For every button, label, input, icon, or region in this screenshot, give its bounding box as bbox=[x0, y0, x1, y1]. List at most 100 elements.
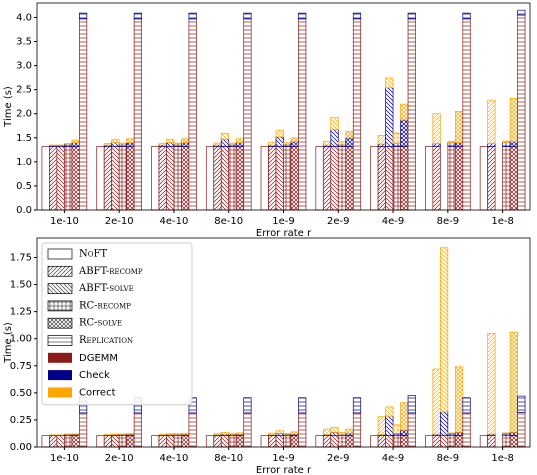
bar-segment bbox=[479, 146, 488, 211]
y-tick-label: 1.75 bbox=[10, 252, 32, 263]
bar-segment bbox=[447, 432, 456, 434]
x-tick-label: 2e-9 bbox=[327, 453, 350, 464]
x-tick-label: 2e-10 bbox=[105, 453, 134, 464]
bar-segment bbox=[275, 435, 284, 448]
bar-segment bbox=[188, 18, 197, 211]
y-tick-label: 3.0 bbox=[16, 61, 32, 72]
bar-segment bbox=[111, 433, 120, 436]
bar-segment bbox=[220, 435, 230, 448]
bar-segment bbox=[454, 142, 464, 147]
bar-segment bbox=[352, 18, 362, 211]
bar-segment bbox=[158, 434, 167, 436]
bar-segment bbox=[103, 435, 113, 448]
bar-segment bbox=[228, 146, 237, 211]
bar-segment bbox=[385, 415, 394, 436]
bar-segment bbox=[502, 435, 511, 448]
x-tick-label: 8e-10 bbox=[214, 216, 243, 227]
plot-frame bbox=[36, 237, 531, 448]
y-tick-label: 0.75 bbox=[10, 361, 32, 372]
bar-segment bbox=[407, 412, 416, 448]
x-tick-label: 1e-8 bbox=[491, 216, 514, 227]
bar-segment bbox=[71, 139, 80, 143]
bar-segment bbox=[118, 142, 128, 145]
bar-segment bbox=[377, 135, 386, 145]
bar-segment bbox=[385, 87, 394, 147]
bar-segment bbox=[111, 146, 120, 211]
bar-segment bbox=[275, 130, 284, 138]
bar-segment bbox=[111, 435, 120, 448]
bar-segment bbox=[290, 146, 299, 211]
bar-segment bbox=[315, 435, 324, 448]
bar-segment bbox=[213, 433, 222, 436]
bar-segment bbox=[462, 12, 471, 20]
y-tick-label: 4.0 bbox=[16, 12, 32, 23]
bar-segment bbox=[79, 18, 88, 211]
legend-frame bbox=[41, 242, 193, 406]
bar-segment bbox=[243, 397, 252, 414]
bar-segment bbox=[181, 435, 190, 448]
bar-segment bbox=[228, 143, 237, 147]
bar-segment bbox=[385, 435, 394, 448]
bar-segment bbox=[385, 406, 394, 417]
x-tick-label: 8e-9 bbox=[437, 453, 460, 464]
bar-segment bbox=[315, 146, 324, 211]
bar-segment bbox=[298, 12, 307, 20]
bar-segment bbox=[228, 435, 237, 448]
x-tick-label: 1e-10 bbox=[50, 453, 79, 464]
bar-segment bbox=[330, 146, 339, 211]
bar-segment bbox=[205, 146, 215, 211]
bar-segment bbox=[502, 142, 511, 147]
bar-segment bbox=[173, 433, 182, 435]
bar-segment bbox=[509, 435, 518, 448]
x-tick-label: 4e-9 bbox=[382, 453, 405, 464]
x-tick-label: 8e-9 bbox=[437, 216, 460, 227]
bar-segment bbox=[462, 18, 471, 211]
legend-swatch bbox=[48, 387, 72, 398]
bar-segment bbox=[454, 432, 464, 436]
plot-frame bbox=[36, 2, 531, 211]
bar-segment bbox=[337, 143, 347, 147]
legend-swatch bbox=[47, 335, 73, 346]
bar-segment bbox=[432, 143, 441, 147]
bar-segment bbox=[133, 12, 142, 20]
bar-segment bbox=[220, 138, 230, 147]
bar-segment bbox=[283, 146, 292, 211]
bar-segment bbox=[126, 142, 135, 147]
bar-segment bbox=[322, 146, 332, 211]
bar-segment bbox=[517, 14, 526, 211]
legend-label: RC-recomp bbox=[79, 300, 131, 311]
bar-segment bbox=[213, 435, 222, 448]
bar-segment bbox=[502, 432, 511, 434]
bar-segment bbox=[290, 141, 299, 147]
bar-segment bbox=[268, 146, 277, 211]
bar-segment bbox=[407, 12, 416, 20]
bar-segment bbox=[188, 397, 197, 414]
legend-label: ABFT-recomp bbox=[78, 266, 143, 277]
bar-segment bbox=[275, 136, 284, 147]
bar-segment bbox=[337, 141, 347, 145]
x-tick-label: 1e-10 bbox=[50, 216, 79, 227]
bar-segment bbox=[370, 146, 379, 211]
bar-segment bbox=[407, 18, 416, 211]
bar-segment bbox=[432, 146, 441, 211]
bar-segment bbox=[228, 142, 237, 145]
bar-segment bbox=[133, 18, 142, 211]
bar-segment bbox=[322, 428, 332, 435]
legend-label: Check bbox=[79, 370, 110, 381]
bar-segment bbox=[400, 146, 409, 211]
bar-segment bbox=[439, 411, 449, 436]
bar-segment bbox=[345, 131, 354, 139]
bar-segment bbox=[220, 133, 230, 140]
y-tick-label: 2.5 bbox=[16, 85, 32, 96]
y-axis-label: Time (s) bbox=[3, 86, 14, 128]
bar-segment bbox=[407, 395, 416, 414]
bar-segment bbox=[385, 77, 394, 89]
bar-segment bbox=[352, 412, 362, 448]
legend-label: ABFT-solve bbox=[78, 283, 134, 294]
bar-segment bbox=[517, 9, 526, 16]
bar-segment bbox=[158, 143, 167, 146]
bar-segment bbox=[158, 435, 167, 448]
bar-segment bbox=[235, 435, 245, 448]
bar-segment bbox=[517, 395, 526, 413]
bar-segment bbox=[166, 146, 175, 211]
